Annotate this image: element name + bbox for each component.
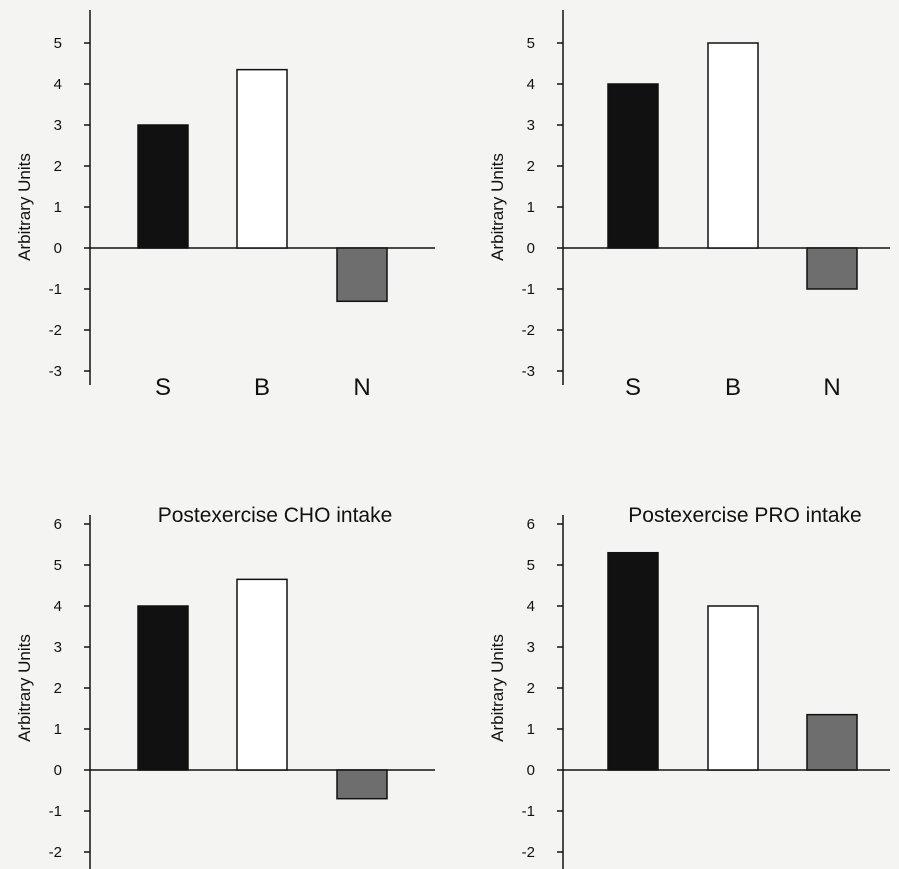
panel-title: Postexercise CHO intake bbox=[158, 504, 393, 527]
y-tick-label: 4 bbox=[527, 76, 535, 93]
bar-s bbox=[607, 551, 659, 771]
y-tick-label: 6 bbox=[54, 516, 62, 533]
y-tick-label: 0 bbox=[527, 762, 535, 779]
y-axis-title: Arbitrary Units bbox=[15, 634, 34, 742]
y-tick-label: -1 bbox=[522, 803, 535, 820]
y-tick-label: 4 bbox=[54, 76, 62, 93]
bar-s bbox=[137, 124, 189, 249]
y-tick-label: 3 bbox=[54, 639, 62, 656]
y-tick-label: 3 bbox=[527, 117, 535, 134]
y-tick-label: 1 bbox=[527, 721, 535, 738]
bar-n bbox=[806, 713, 858, 771]
category-label-b: B bbox=[254, 374, 270, 401]
y-tick-label: 6 bbox=[527, 516, 535, 533]
chart-panel-1: -3 -2 -1 0 1 2 3 4 5 S B N Arbitrary Units bbox=[15, 10, 435, 401]
category-label-s: S bbox=[155, 374, 171, 401]
bar-b bbox=[707, 605, 759, 771]
y-axis-title: Arbitrary Units bbox=[488, 153, 507, 261]
y-tick-label: 5 bbox=[54, 35, 62, 52]
panel-title: Postexercise PRO intake bbox=[628, 504, 861, 527]
y-tick-label: 1 bbox=[527, 199, 535, 216]
y-tick-label: -2 bbox=[49, 844, 62, 861]
bar-b bbox=[236, 578, 288, 771]
y-tick-label: 4 bbox=[54, 598, 62, 615]
y-axis-title: Arbitrary Units bbox=[15, 153, 34, 261]
category-label-n: N bbox=[353, 374, 370, 401]
y-tick-label: -2 bbox=[522, 322, 535, 339]
y-axis-title: Arbitrary Units bbox=[488, 634, 507, 742]
y-tick-label: 5 bbox=[527, 557, 535, 574]
bar-b bbox=[236, 68, 288, 249]
y-tick-label: 0 bbox=[527, 240, 535, 257]
y-tick-label: 2 bbox=[54, 680, 62, 697]
category-label-b: B bbox=[725, 374, 741, 401]
category-label-s: S bbox=[625, 374, 641, 401]
y-tick-label: -2 bbox=[49, 322, 62, 339]
y-tick-label: 1 bbox=[54, 199, 62, 216]
y-tick-label: -1 bbox=[49, 281, 62, 298]
bar-b bbox=[707, 42, 759, 249]
bar-n bbox=[336, 769, 388, 800]
chart-panel-2: -3 -2 -1 0 1 2 3 4 5 S B N Arbitrary Units bbox=[488, 10, 890, 401]
y-tick-label: 4 bbox=[527, 598, 535, 615]
chart-panel-4: Postexercise PRO intake -2 -1 0 1 2 3 4 5 6 Arbitr… bbox=[488, 504, 890, 869]
bar-n bbox=[806, 247, 858, 290]
y-tick-label: -1 bbox=[522, 281, 535, 298]
y-tick-label: 3 bbox=[527, 639, 535, 656]
bar-s bbox=[607, 83, 659, 249]
y-tick-label: 2 bbox=[527, 158, 535, 175]
y-tick-label: 2 bbox=[54, 158, 62, 175]
y-tick-label: -2 bbox=[522, 844, 535, 861]
bar-n bbox=[336, 247, 388, 303]
bar-s bbox=[137, 605, 189, 771]
chart-panel-3: Postexercise CHO intake -2 -1 0 1 2 3 4 5 6 Arbitr… bbox=[15, 504, 435, 869]
y-tick-label: -3 bbox=[522, 363, 535, 380]
y-tick-label: 5 bbox=[54, 557, 62, 574]
y-tick-label: -1 bbox=[49, 803, 62, 820]
y-tick-label: -3 bbox=[49, 363, 62, 380]
y-tick-label: 5 bbox=[527, 35, 535, 52]
y-tick-label: 1 bbox=[54, 721, 62, 738]
category-label-n: N bbox=[823, 374, 840, 401]
y-tick-label: 0 bbox=[54, 762, 62, 779]
y-tick-label: 2 bbox=[527, 680, 535, 697]
y-tick-label: 0 bbox=[54, 240, 62, 257]
y-tick-label: 3 bbox=[54, 117, 62, 134]
